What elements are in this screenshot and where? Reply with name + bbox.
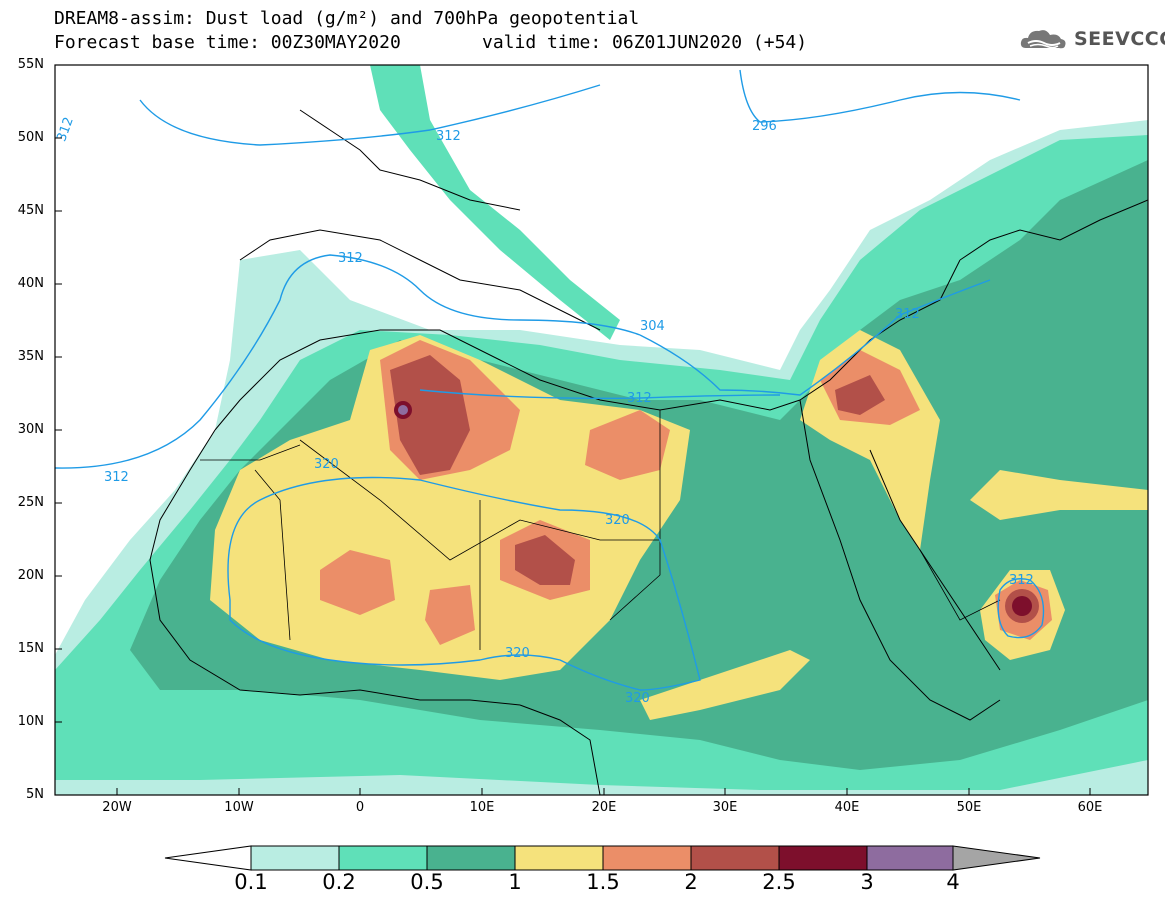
axis-ticks — [55, 64, 1091, 795]
contour-label: 320 — [625, 691, 650, 706]
dust-level-1-sahel — [640, 650, 810, 720]
dust-level-4-algeria — [398, 405, 408, 415]
contour-label: 312 — [436, 129, 461, 144]
colorbar-label: 0.5 — [410, 870, 444, 894]
dust-ribbon-europe — [370, 65, 620, 340]
colorbar-swatch — [690, 845, 780, 871]
lat-label: 55N — [17, 57, 44, 72]
lon-label: 50E — [956, 800, 982, 815]
lat-label: 40N — [17, 276, 44, 291]
colorbar-high-arrow — [952, 845, 1041, 871]
colorbar-label: 2.5 — [762, 870, 796, 894]
colorbar-label: 3 — [860, 870, 874, 894]
colorbar-low-arrow — [164, 845, 252, 871]
logo-text: SEEVCCC — [1074, 28, 1165, 50]
lat-label: 50N — [17, 130, 44, 145]
colorbar-label: 4 — [946, 870, 960, 894]
contour-label: 312 — [895, 307, 920, 322]
contour-label: 312 — [627, 391, 652, 406]
colorbar-swatch — [338, 845, 428, 871]
colorbar-swatch — [426, 845, 516, 871]
colorbar-swatch — [778, 845, 868, 871]
base-time: Forecast base time: 00Z30MAY2020 — [54, 32, 401, 53]
seevccc-logo: SEEVCCC — [1018, 26, 1165, 52]
colorbar-label: 0.2 — [322, 870, 356, 894]
dust-level-1.5-e — [425, 585, 475, 645]
contour-label: 320 — [314, 457, 339, 472]
lon-label: 20W — [102, 800, 132, 815]
dust-level-2-b — [515, 535, 575, 585]
lat-label: 35N — [17, 349, 44, 364]
lat-label: 20N — [17, 568, 44, 583]
contour-label: 312 — [1009, 573, 1034, 588]
lat-label: 15N — [17, 641, 44, 656]
lon-label: 10W — [224, 800, 254, 815]
map-title: DREAM8-assim: Dust load (g/m²) and 700hP… — [54, 8, 640, 29]
lat-label: 5N — [26, 787, 44, 802]
dust-level-1.5-d — [585, 410, 670, 480]
colorbar-label: 1.5 — [586, 870, 620, 894]
lon-label: 20E — [591, 800, 617, 815]
dust-level-1-gulf — [970, 470, 1148, 520]
colorbar-swatch — [514, 845, 604, 871]
cloud-logo-icon — [1020, 30, 1066, 49]
contour-label: 312 — [338, 251, 363, 266]
lon-label: 40E — [834, 800, 860, 815]
colorbar-label: 2 — [684, 870, 698, 894]
colorbar-swatch — [866, 845, 954, 871]
contour-label: 304 — [640, 319, 665, 334]
borders — [200, 410, 1001, 650]
colorbar-label: 1 — [508, 870, 522, 894]
colorbar-swatch — [602, 845, 692, 871]
lon-label: 0 — [355, 800, 365, 815]
lon-label: 30E — [712, 800, 738, 815]
lat-label: 25N — [17, 495, 44, 510]
contour-label: 320 — [605, 513, 630, 528]
lon-label: 10E — [469, 800, 495, 815]
lat-label: 30N — [17, 422, 44, 437]
colorbar-swatch — [250, 845, 340, 871]
contour-label: 320 — [505, 646, 530, 661]
dust-level-3 — [1012, 596, 1032, 616]
lon-label: 60E — [1077, 800, 1103, 815]
lat-label: 10N — [17, 714, 44, 729]
coastlines — [149, 109, 1148, 795]
contour-label: 312 — [104, 470, 129, 485]
colorbar — [164, 845, 1041, 871]
contour-label: 296 — [752, 119, 777, 134]
valid-time: valid time: 06Z01JUN2020 (+54) — [482, 32, 808, 53]
dust-level-2 — [390, 355, 470, 475]
dust-level-1.5-b — [320, 550, 395, 615]
lat-label: 45N — [17, 203, 44, 218]
colorbar-label: 0.1 — [234, 870, 268, 894]
geopotential-isolines — [55, 69, 1045, 691]
dust-level-2-c — [835, 375, 885, 415]
